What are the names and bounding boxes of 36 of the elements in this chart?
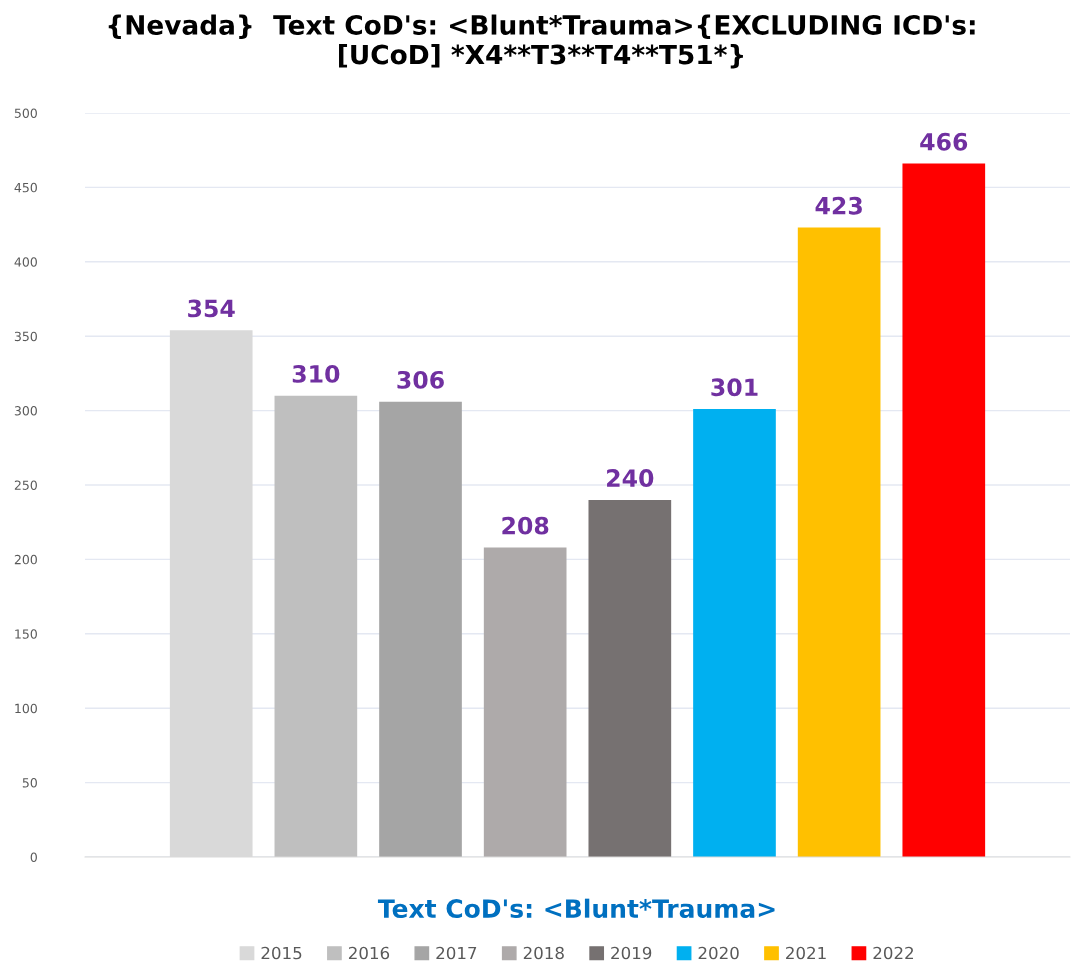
bar bbox=[797, 227, 881, 857]
legend-label: 2018 bbox=[523, 946, 564, 960]
legend-label: 2022 bbox=[873, 946, 913, 960]
y-tick-label: 200 bbox=[14, 554, 37, 565]
legend-label: 2015 bbox=[261, 946, 302, 960]
legend-label: 2021 bbox=[786, 946, 826, 960]
y-tick-label: 150 bbox=[15, 629, 37, 639]
y-tick-label: 100 bbox=[15, 703, 37, 714]
y-tick-label: 0 bbox=[30, 852, 37, 862]
legend-label: 2019 bbox=[611, 946, 652, 960]
data-label: 354 bbox=[188, 299, 235, 318]
y-tick-label: 350 bbox=[14, 331, 37, 342]
y-tick-label: 450 bbox=[14, 182, 37, 193]
legend-label: 2016 bbox=[348, 946, 390, 960]
bar bbox=[379, 401, 462, 857]
data-label: 423 bbox=[815, 196, 862, 215]
y-tick-label: 300 bbox=[14, 406, 37, 416]
bar bbox=[274, 395, 358, 857]
bar bbox=[588, 499, 672, 857]
x-axis-title: Text CoD's: <Blunt*Trauma> bbox=[377, 898, 775, 919]
y-tick-label: 400 bbox=[14, 257, 37, 267]
y-tick-label: 500 bbox=[14, 108, 37, 118]
data-label: 466 bbox=[920, 132, 968, 151]
chart-title: {Nevada} Text CoD's: <Blunt*Trauma>{EXCLUDING ICD's: [UCoD] *X4**T3**T4**T51*} bbox=[108, 14, 975, 69]
y-tick-label: 50 bbox=[22, 778, 37, 788]
bar bbox=[902, 163, 986, 857]
data-label: 306 bbox=[397, 370, 444, 389]
data-label: 310 bbox=[292, 364, 340, 383]
bar bbox=[483, 547, 567, 857]
data-label: 301 bbox=[711, 378, 758, 397]
y-tick-label: 250 bbox=[14, 480, 37, 490]
data-label: 208 bbox=[502, 516, 549, 535]
bar bbox=[693, 409, 776, 857]
legend-label: 2020 bbox=[698, 946, 739, 960]
legend-label: 2017 bbox=[436, 946, 477, 960]
data-label: 240 bbox=[607, 469, 654, 487]
